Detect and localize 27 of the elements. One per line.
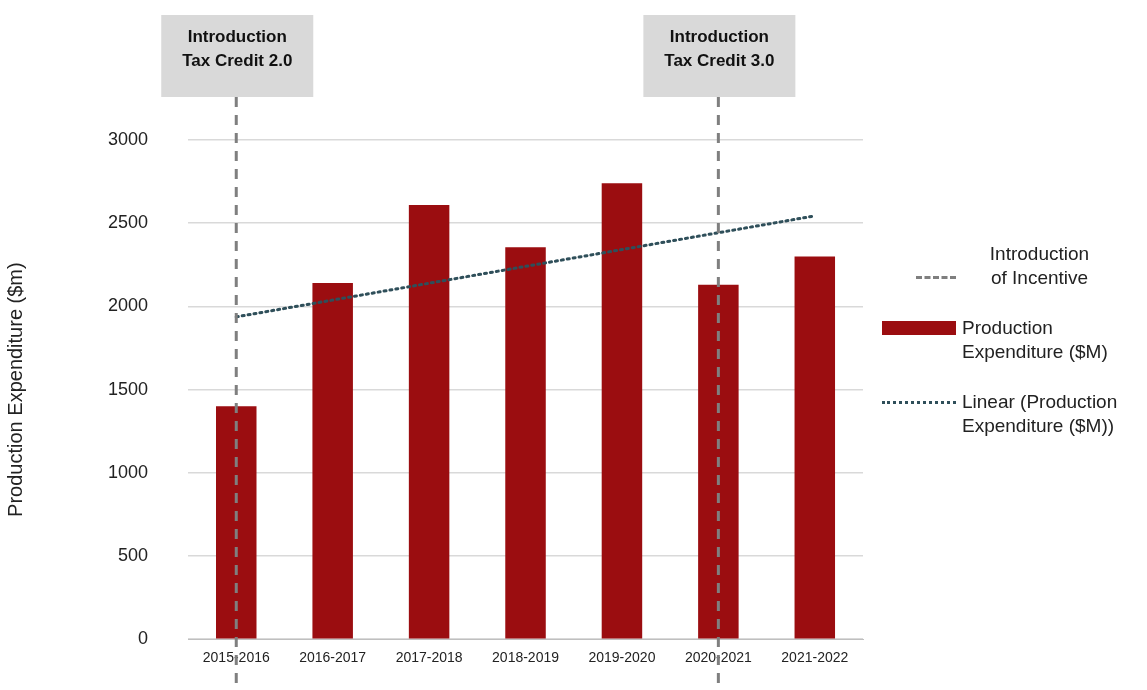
y-tick-label: 2000 (108, 295, 149, 316)
legend-label: Linear (Production Expenditure ($M)) (962, 390, 1119, 438)
ref-line-label: Introduction Tax Credit 3.0 (664, 26, 775, 70)
bar (698, 284, 739, 639)
bar (794, 256, 836, 639)
y-tick-label: 3000 (108, 128, 149, 149)
bar (312, 283, 353, 639)
x-tick-label: 2017-2018 (395, 649, 463, 666)
x-tick-label: 2020-2021 (684, 649, 753, 666)
ref-line-label: Introduction Tax Credit 2.0 (182, 26, 293, 70)
y-tick-label: 1500 (108, 378, 149, 399)
x-tick-label: 2016-2017 (299, 649, 367, 666)
y-tick-label: 2500 (108, 212, 149, 233)
x-tick-label: 2019-2020 (588, 649, 656, 666)
y-tick-label: 500 (118, 544, 149, 565)
legend-label: Production Expenditure ($M) (962, 316, 1109, 364)
y-tick-label: 1000 (108, 461, 149, 482)
x-tick-label: 2018-2019 (492, 649, 560, 666)
x-tick-label: 2015-2016 (202, 649, 270, 666)
text: Introduction of Incentive (988, 242, 1091, 290)
bar (408, 204, 450, 639)
y-axis-title: Production Expenditure ($m) (3, 262, 26, 517)
bar (601, 183, 643, 639)
y-tick-label: 0 (138, 628, 149, 649)
bar (505, 247, 546, 639)
x-tick-label: 2021-2022 (781, 649, 849, 666)
bar (216, 406, 257, 639)
